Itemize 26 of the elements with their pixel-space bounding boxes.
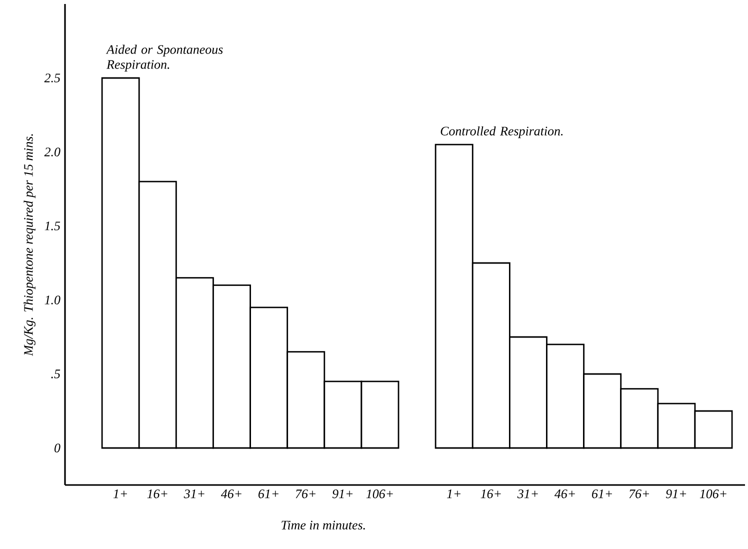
y-tick-label: 1.5 [44,222,60,230]
x-tick-label: 46+ [220,490,242,498]
x-tick-label: 76+ [296,490,316,498]
x-tick-label: 91+ [666,490,686,498]
y-axis-title: Mg/Kg. Thiopentone required per 15 mins. [24,134,36,356]
y-tick-label: 1.0 [44,296,60,304]
x-axis-title: Time in minutes. [282,520,365,530]
y-tick-label: .5 [51,370,60,378]
x-tick-label: 1+ [113,490,127,498]
x-tick-label: 31+ [184,490,204,498]
x-tick-label: 46+ [554,490,575,498]
x-tick-label: 91+ [332,490,353,498]
x-tick-label: 61+ [258,490,278,498]
x-tick-label: 61+ [592,490,612,498]
x-tick-label: 76+ [629,490,649,498]
series-label: Aided or Spontaneous Respiration. [106,44,223,72]
x-tick-label: 31+ [517,490,538,498]
y-tick-label: 2.0 [44,148,60,156]
y-tick-label: 2.5 [44,74,60,82]
x-tick-label: 106+ [366,490,393,498]
y-tick-label: 0 [54,444,60,452]
x-tick-label: 1+ [446,490,460,498]
x-tick-label: 16+ [147,490,168,498]
series-label: Controlled Respiration. [440,126,563,138]
x-tick-label: 106+ [700,490,726,498]
x-tick-label: 16+ [480,490,501,498]
